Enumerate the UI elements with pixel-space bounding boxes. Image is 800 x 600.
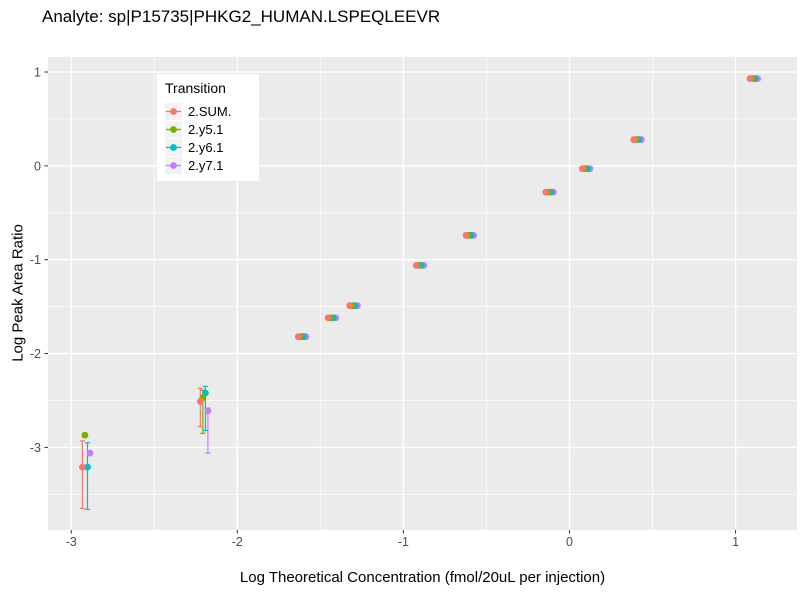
x-tick-label: -1 xyxy=(398,535,409,549)
data-point xyxy=(196,398,204,405)
chart-title: Analyte: sp|P15735|PHKG2_HUMAN.LSPEQLEEV… xyxy=(42,7,441,26)
data-point xyxy=(746,75,754,82)
x-tick-label: -3 xyxy=(66,535,77,549)
legend-item-label: 2.y7.1 xyxy=(188,157,224,173)
legend-item: 2.y6.1 xyxy=(165,138,255,156)
data-point xyxy=(84,463,91,471)
x-tick-label: 1 xyxy=(732,535,739,549)
legend-item-label: 2.y6.1 xyxy=(188,139,224,155)
data-point xyxy=(542,188,550,196)
data-point xyxy=(578,165,586,173)
data-point xyxy=(81,431,89,439)
pointrange-key-icon xyxy=(166,107,181,115)
legend-key xyxy=(165,102,182,120)
y-axis-title: Log Peak Area Ratio xyxy=(9,224,27,362)
y-tick-label: 0 xyxy=(34,159,41,173)
data-point xyxy=(412,261,420,269)
data-point xyxy=(78,463,86,471)
legend-item: 2.y7.1 xyxy=(165,156,255,174)
data-point xyxy=(324,314,332,322)
data-point xyxy=(86,449,94,457)
data-point xyxy=(462,231,470,239)
y-tick-label: -3 xyxy=(30,441,41,455)
data-point xyxy=(346,302,354,310)
y-tick-label: 1 xyxy=(34,66,41,80)
legend: Transition 2.SUM. 2.y5.1 2.y6.1 2.y7.1 xyxy=(157,74,259,181)
x-axis-title: Log Theoretical Concentration (fmol/20uL… xyxy=(239,569,606,586)
y-tick-label: -2 xyxy=(30,347,41,361)
legend-items: 2.SUM. 2.y5.1 2.y6.1 2.y7.1 xyxy=(165,102,255,174)
data-point xyxy=(630,136,638,143)
x-tick-label: 0 xyxy=(566,535,573,549)
pointrange-key-icon xyxy=(166,125,181,133)
data-point xyxy=(204,407,212,415)
pointrange-key-icon xyxy=(166,161,181,169)
x-tick-label: -2 xyxy=(232,535,243,549)
legend-item-label: 2.SUM. xyxy=(188,103,232,119)
legend-item-label: 2.y5.1 xyxy=(188,121,224,137)
pointrange-key-icon xyxy=(166,143,181,151)
legend-item: 2.y5.1 xyxy=(165,120,255,138)
legend-item: 2.SUM. xyxy=(165,102,255,120)
legend-title: Transition xyxy=(165,80,226,96)
data-point xyxy=(294,333,302,341)
y-tick-label: -1 xyxy=(30,253,41,267)
legend-key xyxy=(165,156,182,174)
legend-key xyxy=(165,120,182,138)
legend-key xyxy=(165,138,182,156)
